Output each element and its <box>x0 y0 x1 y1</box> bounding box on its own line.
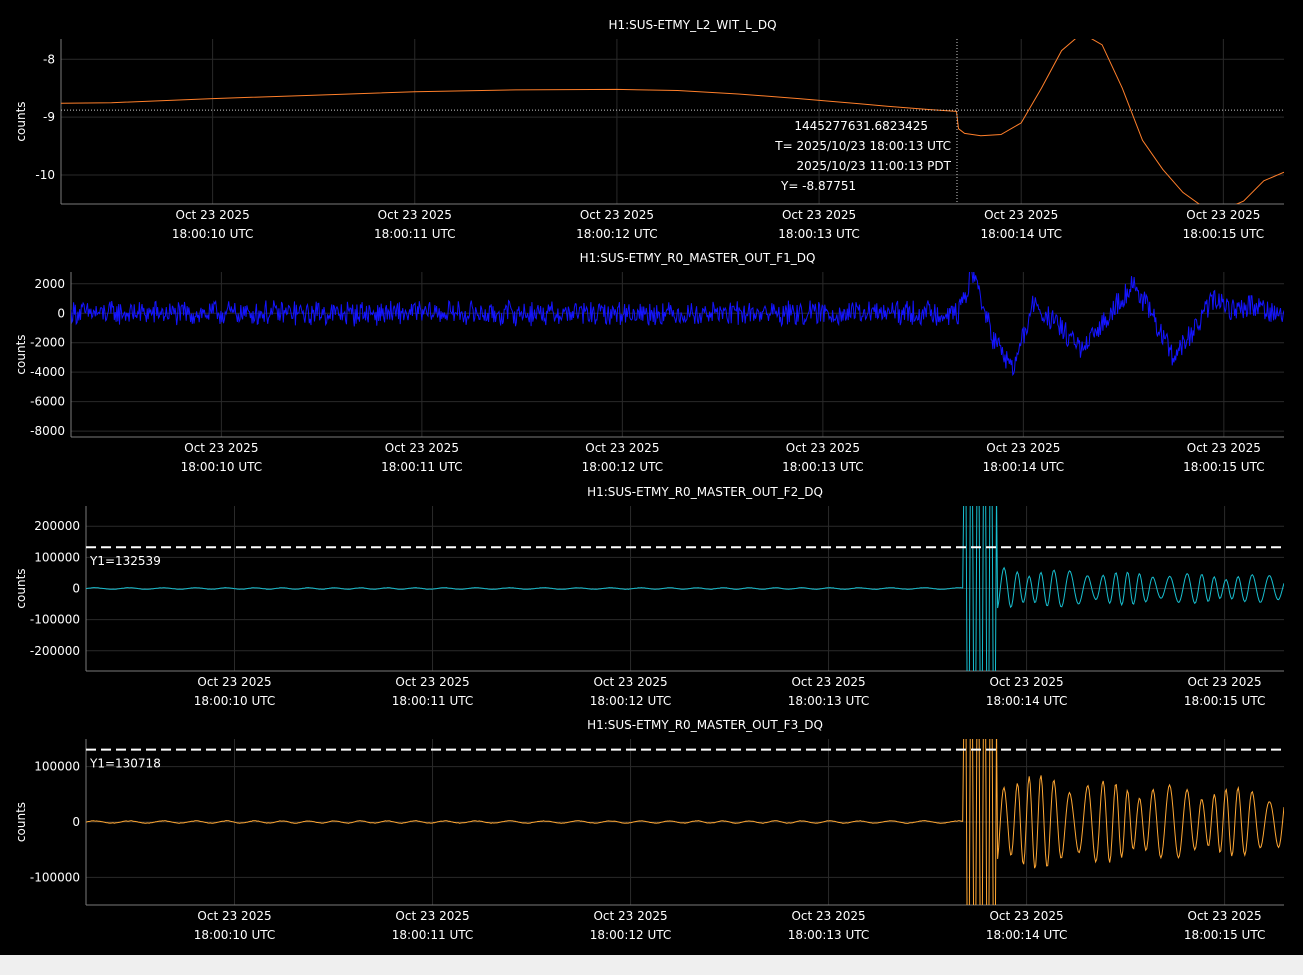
x-tick-label-date: Oct 23 2025 <box>395 909 469 923</box>
plot-title: H1:SUS-ETMY_R0_MASTER_OUT_F2_DQ <box>587 485 823 499</box>
plot-panel-4: H1:SUS-ETMY_R0_MASTER_OUT_F3_DQ 100000 0 -1… <box>14 718 1284 942</box>
y-tick-label: -100000 <box>30 613 80 627</box>
crosshair-readout: 1445277631.6823425 <box>794 119 928 133</box>
threshold-label: Y1=130718 <box>89 757 161 771</box>
plot-panel-1: H1:SUS-ETMY_L2_WIT_L_DQ -8 -9 -10 counts Oct … <box>14 18 1284 241</box>
x-tick-label-date: Oct 23 2025 <box>585 441 659 455</box>
x-tick-label-time: 18:00:12 UTC <box>582 460 664 474</box>
y-tick-label: -6000 <box>30 395 65 409</box>
plot-title: H1:SUS-ETMY_R0_MASTER_OUT_F3_DQ <box>587 718 823 732</box>
x-tick-label-date: Oct 23 2025 <box>1187 441 1261 455</box>
y-tick-label: -4000 <box>30 365 65 379</box>
x-tick-label-time: 18:00:11 UTC <box>392 694 474 708</box>
x-tick-label-date: Oct 23 2025 <box>385 441 459 455</box>
y-tick-label: -2000 <box>30 336 65 350</box>
x-tick-label-date: Oct 23 2025 <box>791 909 865 923</box>
x-tick-label-date: Oct 23 2025 <box>395 675 469 689</box>
x-tick-label-date: Oct 23 2025 <box>986 441 1060 455</box>
y-axis-label: counts <box>14 802 28 842</box>
y-tick-label: 0 <box>57 306 65 320</box>
x-tick-label-time: 18:00:10 UTC <box>172 227 254 241</box>
x-tick-label-date: Oct 23 2025 <box>197 675 271 689</box>
stacked-time-series-plots: H1:SUS-ETMY_L2_WIT_L_DQ -8 -9 -10 counts Oct … <box>14 18 1284 942</box>
x-tick-label-time: 18:00:11 UTC <box>381 460 463 474</box>
y-tick-label: 0 <box>72 815 80 829</box>
plot-canvas: H1:SUS-ETMY_L2_WIT_L_DQ -8 -9 -10 counts Oct … <box>0 0 1303 955</box>
crosshair-readout: T= 2025/10/23 18:00:13 UTC <box>774 139 951 153</box>
x-tick-label-time: 18:00:14 UTC <box>983 460 1065 474</box>
x-tick-label-date: Oct 23 2025 <box>378 208 452 222</box>
x-tick-label-time: 18:00:13 UTC <box>788 694 870 708</box>
x-tick-label-date: Oct 23 2025 <box>593 675 667 689</box>
crosshair-readout: 2025/10/23 11:00:13 PDT <box>796 159 951 173</box>
y-axis-label: counts <box>14 334 28 374</box>
x-tick-label-time: 18:00:12 UTC <box>590 928 672 942</box>
x-tick-label-date: Oct 23 2025 <box>1186 208 1260 222</box>
x-tick-label-date: Oct 23 2025 <box>791 675 865 689</box>
x-tick-label-time: 18:00:11 UTC <box>374 227 456 241</box>
y-tick-label: 200000 <box>34 519 80 533</box>
y-tick-label: -9 <box>43 110 55 124</box>
x-tick-label-time: 18:00:13 UTC <box>788 928 870 942</box>
x-tick-label-time: 18:00:14 UTC <box>980 227 1062 241</box>
x-tick-label-time: 18:00:10 UTC <box>194 928 276 942</box>
x-tick-label-date: Oct 23 2025 <box>984 208 1058 222</box>
y-axis-label: counts <box>14 101 28 141</box>
signal-trace <box>86 739 1284 905</box>
signal-trace <box>86 506 1284 671</box>
x-tick-label-date: Oct 23 2025 <box>1188 909 1262 923</box>
threshold-label: Y1=132539 <box>89 554 161 568</box>
plot-panel-2: H1:SUS-ETMY_R0_MASTER_OUT_F1_DQ 2000 0 -200… <box>14 251 1284 474</box>
x-tick-label-date: Oct 23 2025 <box>176 208 250 222</box>
y-tick-label: -10 <box>35 168 55 182</box>
x-tick-label-time: 18:00:10 UTC <box>194 694 276 708</box>
x-tick-label-date: Oct 23 2025 <box>593 909 667 923</box>
x-tick-label-time: 18:00:14 UTC <box>986 928 1068 942</box>
x-tick-label-date: Oct 23 2025 <box>580 208 654 222</box>
y-tick-label: 100000 <box>34 760 80 774</box>
x-tick-label-time: 18:00:13 UTC <box>782 460 864 474</box>
signal-trace <box>61 39 1284 204</box>
y-tick-label: 0 <box>72 582 80 596</box>
signal-trace <box>71 272 1284 377</box>
x-tick-label-time: 18:00:12 UTC <box>576 227 658 241</box>
x-tick-label-time: 18:00:13 UTC <box>778 227 860 241</box>
crosshair-readout: Y= -8.87751 <box>780 179 856 193</box>
x-tick-label-date: Oct 23 2025 <box>989 675 1063 689</box>
y-tick-label: 100000 <box>34 550 80 564</box>
y-tick-label: -8 <box>43 52 55 66</box>
x-tick-label-date: Oct 23 2025 <box>1188 675 1262 689</box>
x-tick-label-date: Oct 23 2025 <box>786 441 860 455</box>
y-tick-label: -200000 <box>30 644 80 658</box>
x-tick-label-date: Oct 23 2025 <box>989 909 1063 923</box>
x-tick-label-date: Oct 23 2025 <box>782 208 856 222</box>
plot-title: H1:SUS-ETMY_L2_WIT_L_DQ <box>608 18 776 32</box>
x-tick-label-time: 18:00:10 UTC <box>181 460 263 474</box>
x-tick-label-time: 18:00:11 UTC <box>392 928 474 942</box>
y-tick-label: -8000 <box>30 424 65 438</box>
x-tick-label-date: Oct 23 2025 <box>184 441 258 455</box>
x-tick-label-time: 18:00:12 UTC <box>590 694 672 708</box>
x-tick-label-time: 18:00:14 UTC <box>986 694 1068 708</box>
x-tick-label-date: Oct 23 2025 <box>197 909 271 923</box>
plot-title: H1:SUS-ETMY_R0_MASTER_OUT_F1_DQ <box>580 251 816 265</box>
y-tick-label: 2000 <box>34 277 65 291</box>
x-tick-label-time: 18:00:15 UTC <box>1184 928 1266 942</box>
plot-panel-3: H1:SUS-ETMY_R0_MASTER_OUT_F2_DQ 200000 100… <box>14 485 1284 708</box>
x-tick-label-time: 18:00:15 UTC <box>1183 460 1265 474</box>
y-tick-label: -100000 <box>30 870 80 884</box>
x-tick-label-time: 18:00:15 UTC <box>1183 227 1265 241</box>
y-axis-label: counts <box>14 568 28 608</box>
x-tick-label-time: 18:00:15 UTC <box>1184 694 1266 708</box>
